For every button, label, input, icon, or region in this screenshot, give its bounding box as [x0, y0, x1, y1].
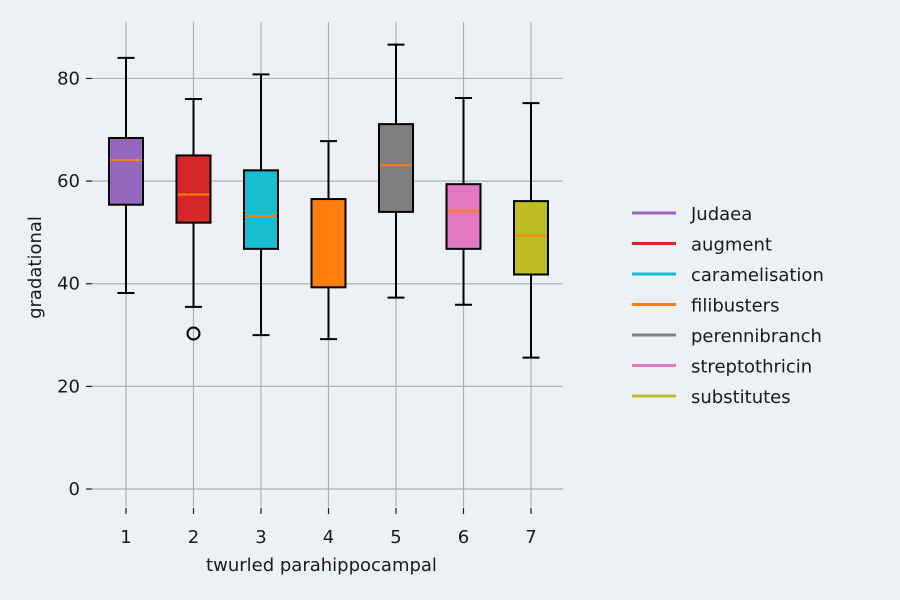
box-series: [108, 43, 549, 359]
legend-label: streptothricin: [691, 357, 812, 378]
x-tick-label: 2: [188, 527, 199, 548]
x-tick-label: 6: [458, 527, 469, 548]
legend-entry: Judaea: [632, 204, 752, 225]
legend-label: perennibranch: [691, 326, 822, 347]
legend-entry: substitutes: [632, 387, 791, 408]
legend-label: substitutes: [691, 387, 791, 408]
outlier-point: [186, 326, 201, 341]
axes: 0 20 40 60 80 1 2 3 4 5 6 7: [57, 68, 537, 548]
box-group: [243, 73, 279, 337]
box-group: [513, 102, 549, 359]
x-tick-label: 3: [255, 527, 266, 548]
legend: Judaea augment caramelisation filibusters pe…: [632, 204, 824, 408]
legend-entry: streptothricin: [632, 357, 812, 378]
y-tick-label: 40: [57, 274, 80, 295]
legend-label: augment: [691, 235, 772, 256]
y-tick-label: 0: [69, 479, 80, 500]
y-axis-label: gradational: [25, 216, 46, 319]
legend-entry: filibusters: [632, 296, 779, 317]
box-iqr: [445, 183, 482, 250]
x-axis-label: twurled parahippocampal: [206, 555, 437, 576]
x-tick-label: 1: [120, 527, 131, 548]
x-tick-label: 7: [525, 527, 536, 548]
legend-label: caramelisation: [691, 265, 824, 286]
box-iqr: [108, 136, 144, 206]
box-iqr: [175, 154, 212, 224]
legend-entry: perennibranch: [632, 326, 822, 347]
box-iqr: [513, 200, 549, 276]
y-tick-label: 80: [57, 68, 80, 89]
box-group: [378, 43, 414, 299]
box-group: [445, 96, 482, 306]
box-group: [310, 140, 347, 341]
legend-entry: caramelisation: [632, 265, 824, 286]
box-group: [175, 97, 212, 341]
legend-label: filibusters: [691, 296, 779, 317]
y-tick-label: 60: [57, 171, 80, 192]
box-iqr: [243, 169, 279, 250]
legend-entry: augment: [632, 235, 772, 256]
box-group: [108, 56, 144, 294]
box-iqr: [378, 123, 414, 213]
legend-label: Judaea: [690, 204, 752, 225]
x-tick-label: 4: [323, 527, 334, 548]
y-tick-label: 20: [57, 376, 80, 397]
x-tick-label: 5: [390, 527, 401, 548]
